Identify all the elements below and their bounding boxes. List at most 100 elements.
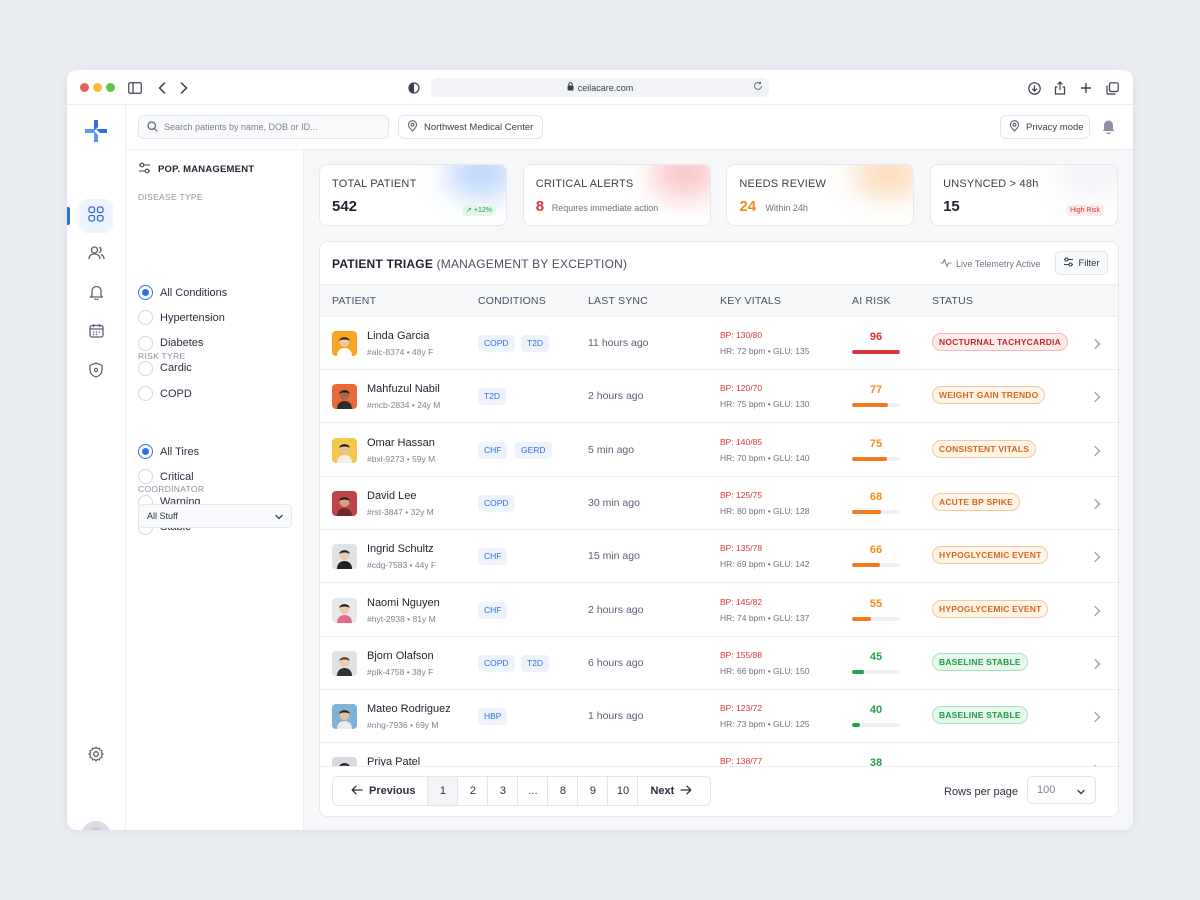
user-avatar[interactable] <box>81 821 111 830</box>
radio-button[interactable] <box>138 360 153 376</box>
privacy-mode-label: Privacy mode <box>1026 121 1084 133</box>
risk-tier-option[interactable]: Critical <box>138 469 194 485</box>
patient-name[interactable]: Linda Garcia <box>367 330 430 342</box>
table-row[interactable]: Bjorn Olafson #plk-4758 • 38y F COPD T2D 6 h… <box>320 637 1118 690</box>
table-row[interactable]: Priya Patel BP: 138/77 38 <box>320 743 1118 766</box>
vital-bp: BP: 155/88 <box>720 649 763 660</box>
card-glow <box>649 165 710 199</box>
filter-button[interactable]: Filter <box>1055 251 1108 275</box>
minimize-window-icon[interactable] <box>93 83 102 92</box>
chevron-right-icon[interactable] <box>1093 604 1101 622</box>
vital-hr-glu: HR: 72 bpm • GLU: 135 <box>720 346 810 356</box>
patient-name[interactable]: David Lee <box>367 489 417 502</box>
column-header-key-vitals[interactable]: KEY VITALS <box>720 295 782 307</box>
nav-dashboard[interactable] <box>79 199 113 233</box>
page-number[interactable]: 10 <box>608 777 639 805</box>
disease-type-option[interactable]: All Conditions <box>138 285 227 300</box>
download-icon[interactable] <box>1025 79 1043 97</box>
column-header-last-sync[interactable]: LAST SYNC <box>588 295 648 307</box>
nav-alerts[interactable] <box>79 277 113 311</box>
table-row[interactable]: Naomi Nguyen #hyt-2938 • 81y M CHF 2 hours … <box>320 584 1118 637</box>
previous-page-button[interactable]: Previous <box>333 777 429 805</box>
stat-card[interactable]: UNSYNCED > 48h 15 High Risk <box>930 164 1119 226</box>
address-bar[interactable]: ceilacare.com <box>431 78 769 97</box>
table-row[interactable]: Omar Hassan #bxl-9273 • 59y M CHF GERD 5 min… <box>320 424 1118 477</box>
maximize-window-icon[interactable] <box>106 83 115 92</box>
patient-name[interactable]: Ingrid Schultz <box>367 543 434 556</box>
previous-label: Previous <box>369 785 416 797</box>
disease-type-option[interactable]: COPD <box>138 386 192 402</box>
notifications-bell-icon[interactable] <box>1101 118 1116 139</box>
chevron-right-icon[interactable] <box>1093 337 1101 355</box>
nav-calendar[interactable] <box>79 316 113 350</box>
close-window-icon[interactable] <box>80 83 89 92</box>
chevron-right-icon[interactable] <box>1093 497 1101 515</box>
disease-type-option[interactable]: Cardic <box>138 360 192 376</box>
table-row[interactable]: Mahfuzul Nabil #mcb-2834 • 24y M T2D 2 hour… <box>320 370 1118 424</box>
active-nav-indicator <box>67 207 70 225</box>
next-page-button[interactable]: Next <box>638 777 710 805</box>
patient-name[interactable]: Omar Hassan <box>367 436 435 449</box>
stat-subtext: Requires immediate action <box>551 203 659 213</box>
patient-name[interactable]: Mahfuzul Nabil <box>367 383 440 396</box>
back-icon[interactable] <box>153 79 171 97</box>
rows-per-page-select[interactable]: 100 <box>1027 776 1096 804</box>
privacy-mode-button[interactable]: Privacy mode <box>1000 115 1090 139</box>
table-row[interactable]: Ingrid Schultz #cdg-7583 • 44y F CHF 15 min… <box>320 530 1118 584</box>
coordinator-select[interactable]: All Stuff <box>138 504 292 528</box>
table-row[interactable]: David Lee #rst-3847 • 32y M COPD 30 min ago… <box>320 477 1118 530</box>
search-placeholder: Search patients by name, DOB or ID... <box>164 122 318 132</box>
app-logo[interactable] <box>84 119 108 148</box>
sidebar-toggle-icon[interactable] <box>126 79 144 97</box>
calendar-icon <box>88 323 104 343</box>
radio-button[interactable] <box>138 285 153 300</box>
disease-type-option[interactable]: Hypertension <box>138 310 225 326</box>
radio-button[interactable] <box>138 335 153 351</box>
stat-card[interactable]: TOTAL PATIENT 542 ↗ +12% <box>319 164 507 226</box>
nav-patients[interactable] <box>79 238 113 272</box>
column-header-status[interactable]: STATUS <box>932 295 974 307</box>
radio-button[interactable] <box>138 310 153 326</box>
column-header-conditions[interactable]: CONDITIONS <box>478 295 546 307</box>
table-row[interactable]: Linda Garcia #alc-8374 • 48y F COPD T2D 11 h… <box>320 317 1118 370</box>
page-number[interactable]: 1 <box>428 777 459 805</box>
chevron-right-icon[interactable] <box>1093 710 1101 728</box>
nav-security[interactable] <box>79 355 113 389</box>
new-tab-icon[interactable] <box>1077 79 1095 97</box>
stat-card[interactable]: NEEDS REVIEW 24 Within 24h <box>726 164 915 226</box>
search-input[interactable]: Search patients by name, DOB or ID... <box>138 115 389 139</box>
page-number[interactable]: ... <box>518 777 549 805</box>
chevron-right-icon[interactable] <box>1093 444 1101 462</box>
chevron-right-icon[interactable] <box>1093 390 1101 408</box>
page-number[interactable]: 3 <box>488 777 519 805</box>
patient-name[interactable]: Mateo Rodriguez <box>367 703 451 716</box>
ai-risk-score: 40 <box>869 704 883 717</box>
stat-card[interactable]: CRITICAL ALERTS 8 Requires immediate actio… <box>522 164 711 226</box>
patient-name[interactable]: Naomi Nguyen <box>367 596 440 609</box>
page-number[interactable]: 9 <box>578 777 609 805</box>
risk-tier-option[interactable]: All Tires <box>138 444 199 459</box>
radio-button[interactable] <box>138 444 153 459</box>
table-row[interactable]: Mateo Rodriguez #nhg-7936 • 69y M HBP 1 hou… <box>320 690 1118 744</box>
ai-risk-bar <box>852 563 900 568</box>
radio-button[interactable] <box>138 386 153 402</box>
patient-name[interactable]: Bjorn Olafson <box>367 649 434 662</box>
column-header-patient[interactable]: PATIENT <box>332 295 377 307</box>
patient-name[interactable]: Priya Patel <box>367 756 421 766</box>
chevron-right-icon[interactable] <box>1093 550 1101 568</box>
nav-settings[interactable] <box>79 739 113 773</box>
tabs-overview-icon[interactable] <box>1103 79 1121 97</box>
location-selector[interactable]: Northwest Medical Center <box>398 115 543 139</box>
column-header-ai-risk[interactable]: AI RISK <box>852 295 891 307</box>
reload-icon[interactable] <box>753 81 763 93</box>
share-icon[interactable] <box>1051 79 1069 97</box>
radio-button[interactable] <box>138 469 153 485</box>
patient-avatar <box>332 757 357 766</box>
page-number[interactable]: 8 <box>548 777 579 805</box>
chevron-right-icon[interactable] <box>1093 657 1101 675</box>
disease-type-option[interactable]: Diabetes <box>138 335 203 351</box>
forward-icon[interactable] <box>175 79 193 97</box>
page-number[interactable]: 2 <box>458 777 489 805</box>
privacy-shield-icon[interactable] <box>405 79 423 97</box>
search-icon <box>147 120 164 134</box>
